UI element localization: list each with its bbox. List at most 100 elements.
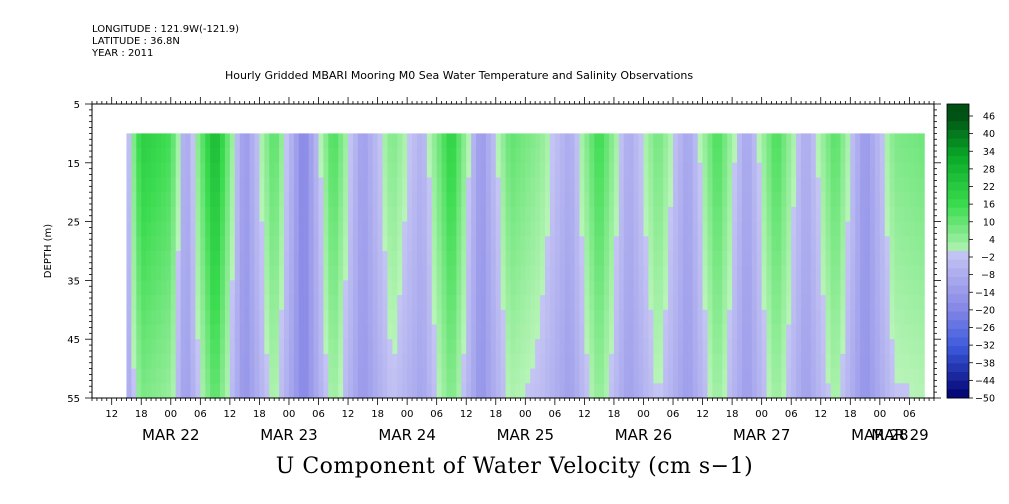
heatmap-cell xyxy=(412,162,418,179)
heatmap-cell xyxy=(259,353,265,370)
heatmap-cell xyxy=(338,309,344,326)
heatmap-cell xyxy=(643,324,650,340)
heatmap-cell xyxy=(894,148,901,164)
heatmap-cell xyxy=(500,206,507,223)
heatmap-cell xyxy=(648,353,654,370)
heatmap-cell xyxy=(786,339,792,355)
heatmap-cell xyxy=(653,148,659,164)
heatmap-cell xyxy=(338,162,344,179)
heatmap-cell xyxy=(244,221,251,237)
heatmap-cell xyxy=(796,383,802,399)
heatmap-cell xyxy=(609,265,615,281)
heatmap-cell xyxy=(156,133,162,149)
heatmap-cell xyxy=(185,368,192,384)
heatmap-cell xyxy=(476,368,482,384)
heatmap-cell xyxy=(850,265,856,281)
colorbar-segment xyxy=(947,346,969,356)
heatmap-cell xyxy=(328,162,334,179)
heatmap-cell xyxy=(284,148,290,164)
heatmap-cell xyxy=(894,177,901,193)
heatmap-cell xyxy=(707,148,714,164)
heatmap-cell xyxy=(274,148,280,164)
heatmap-cell xyxy=(279,368,285,384)
heatmap-cell xyxy=(146,177,152,193)
heatmap-cell xyxy=(653,206,659,223)
heatmap-cell xyxy=(663,251,669,267)
heatmap-cell xyxy=(722,324,728,340)
heatmap-cell xyxy=(894,324,901,340)
heatmap-cell xyxy=(845,162,851,179)
heatmap-cell xyxy=(776,236,782,252)
heatmap-cell xyxy=(643,265,650,281)
heatmap-cell xyxy=(146,368,152,384)
heatmap-cell xyxy=(431,383,438,399)
heatmap-cell xyxy=(215,162,221,179)
heatmap-cell xyxy=(658,177,664,193)
heatmap-cell xyxy=(500,251,507,267)
heatmap-cell xyxy=(845,206,851,223)
heatmap-cell xyxy=(343,309,349,326)
heatmap-cell xyxy=(579,353,585,370)
heatmap-cell xyxy=(766,368,773,384)
heatmap-cell xyxy=(564,236,571,252)
heatmap-cell xyxy=(303,177,310,193)
heatmap-cell xyxy=(421,177,428,193)
heatmap-cell xyxy=(668,206,674,223)
heatmap-cell xyxy=(540,324,546,340)
heatmap-cell xyxy=(692,280,699,296)
heatmap-cell xyxy=(284,251,290,267)
heatmap-cell xyxy=(761,353,768,370)
heatmap-cell xyxy=(343,251,349,267)
heatmap-cell xyxy=(904,265,910,281)
heatmap-cell xyxy=(323,280,329,296)
heatmap-cell xyxy=(810,192,817,208)
heatmap-cell xyxy=(215,177,221,193)
heatmap-cell xyxy=(338,148,344,164)
heatmap-cell xyxy=(865,339,871,355)
heatmap-cell xyxy=(535,383,541,399)
heatmap-cell xyxy=(412,192,418,208)
heatmap-cell xyxy=(737,295,743,311)
heatmap-cell xyxy=(461,368,467,384)
heatmap-cell xyxy=(466,133,472,149)
heatmap-cell xyxy=(436,265,443,281)
heatmap-cell xyxy=(840,339,846,355)
heatmap-cell xyxy=(229,206,236,223)
heatmap-cell xyxy=(737,280,743,296)
heatmap-cell xyxy=(348,383,354,399)
heatmap-cell xyxy=(830,324,837,340)
heatmap-cell xyxy=(815,133,822,149)
heatmap-cell xyxy=(471,383,477,399)
heatmap-cell xyxy=(505,265,512,281)
heatmap-cell xyxy=(638,133,645,149)
heatmap-cell xyxy=(825,192,832,208)
heatmap-cell xyxy=(835,265,842,281)
heatmap-cell xyxy=(293,251,300,267)
heatmap-cell xyxy=(781,251,787,267)
heatmap-cell xyxy=(579,206,585,223)
heatmap-cell xyxy=(904,309,910,326)
heatmap-cell xyxy=(884,383,891,399)
heatmap-cell xyxy=(648,221,654,237)
heatmap-cell xyxy=(234,236,241,252)
heatmap-cell xyxy=(303,339,310,355)
heatmap-cell xyxy=(732,177,738,193)
heatmap-cell xyxy=(239,251,246,267)
heatmap-cell xyxy=(825,368,832,384)
heatmap-cell xyxy=(490,206,497,223)
heatmap-cell xyxy=(781,148,787,164)
heatmap-cell xyxy=(668,177,674,193)
heatmap-cell xyxy=(151,192,157,208)
heatmap-cell xyxy=(914,148,920,164)
heatmap-cell xyxy=(761,265,768,281)
heatmap-cell xyxy=(180,265,187,281)
colorbar-frame xyxy=(946,103,970,399)
heatmap-cell xyxy=(574,309,581,326)
heatmap-cell xyxy=(318,383,325,399)
heatmap-cell xyxy=(298,148,305,164)
heatmap-cell xyxy=(180,133,187,149)
heatmap-cell xyxy=(830,236,837,252)
heatmap-cell xyxy=(677,280,684,296)
heatmap-cell xyxy=(722,368,728,384)
heatmap-cell xyxy=(776,383,782,399)
